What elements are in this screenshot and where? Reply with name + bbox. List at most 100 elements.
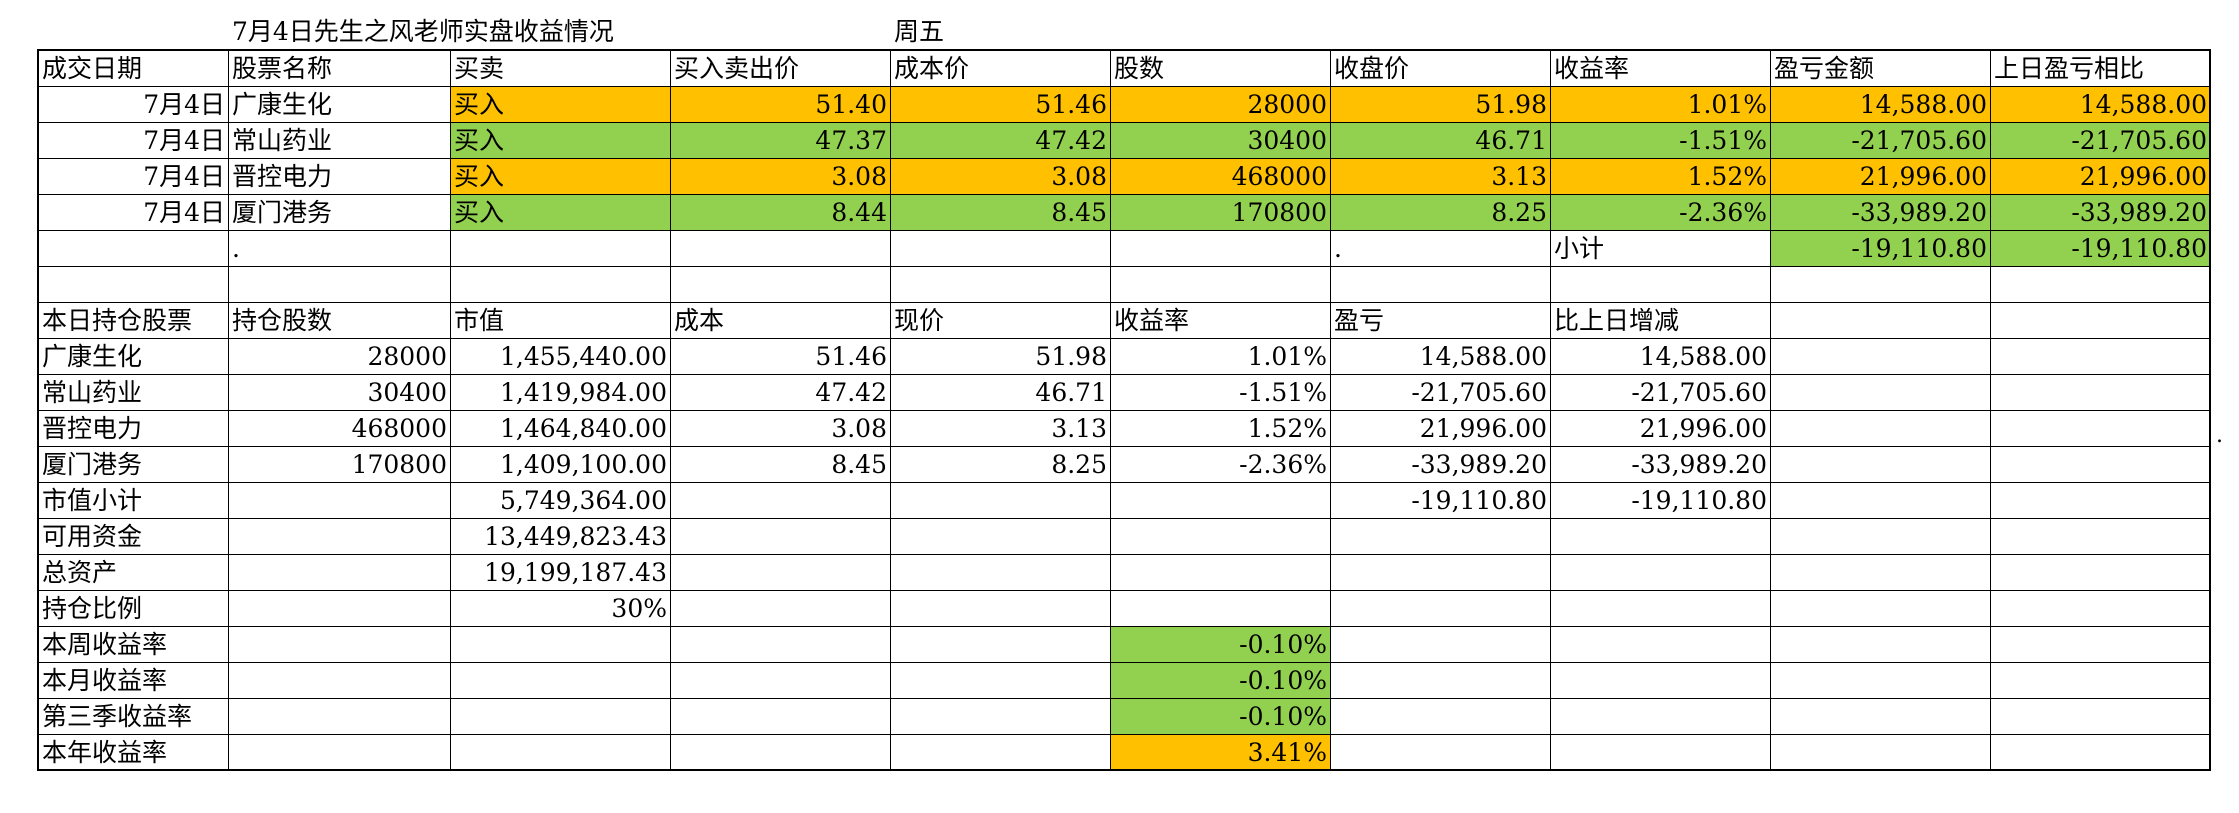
stray-dot[interactable]: . xyxy=(232,234,240,263)
trade-return[interactable]: 1.01% xyxy=(1687,90,1767,119)
holding-value[interactable]: 1,419,984.00 xyxy=(500,378,667,407)
subtotal-label[interactable]: 小计 xyxy=(1554,234,1605,263)
trade-price[interactable]: 8.44 xyxy=(831,198,887,227)
trade-return[interactable]: -2.36% xyxy=(1679,198,1767,227)
trade-stock-name[interactable]: 常山药业 xyxy=(232,126,333,155)
holdings-header-cell[interactable]: 比上日增减 xyxy=(1554,306,1680,335)
holding-name[interactable]: 晋控电力 xyxy=(42,414,143,443)
trades-header-cell[interactable]: 盈亏金额 xyxy=(1774,54,1875,83)
trade-shares[interactable]: 170800 xyxy=(1231,198,1327,227)
trade-cost[interactable]: 3.08 xyxy=(1051,162,1107,191)
trade-return[interactable]: -1.51% xyxy=(1679,126,1767,155)
trade-pnl[interactable]: -33,989.20 xyxy=(1851,198,1987,227)
trade-cost[interactable]: 51.46 xyxy=(1035,90,1107,119)
return-period-label[interactable]: 本月收益率 xyxy=(42,666,168,695)
trade-date[interactable]: 7月4日 xyxy=(143,198,225,227)
cash-label[interactable]: 可用资金 xyxy=(42,522,143,551)
trade-stock-name[interactable]: 厦门港务 xyxy=(232,198,333,227)
subtotal-vs-prev[interactable]: -19,110.80 xyxy=(2071,234,2207,263)
holding-change[interactable]: -21,705.60 xyxy=(1631,378,1767,407)
trade-stock-name[interactable]: 晋控电力 xyxy=(232,162,333,191)
trade-close[interactable]: 46.71 xyxy=(1475,126,1547,155)
trades-header-cell[interactable]: 上日盈亏相比 xyxy=(1994,54,2145,83)
holding-name[interactable]: 广康生化 xyxy=(42,342,143,371)
trade-pnl[interactable]: 14,588.00 xyxy=(1859,90,1987,119)
trade-date[interactable]: 7月4日 xyxy=(143,90,225,119)
pnl-total[interactable]: -19,110.80 xyxy=(1411,486,1547,515)
trade-cost[interactable]: 8.45 xyxy=(1051,198,1107,227)
return-period-label[interactable]: 第三季收益率 xyxy=(42,702,193,731)
holding-name[interactable]: 常山药业 xyxy=(42,378,143,407)
holding-cost[interactable]: 3.08 xyxy=(831,414,887,443)
holdings-header-cell[interactable]: 市值 xyxy=(454,306,505,335)
ratio-label[interactable]: 持仓比例 xyxy=(42,594,143,623)
holding-price[interactable]: 46.71 xyxy=(1035,378,1107,407)
holdings-header-cell[interactable]: 盈亏 xyxy=(1334,306,1385,335)
market-value-label[interactable]: 市值小计 xyxy=(42,486,143,515)
holdings-header-cell[interactable]: 本日持仓股票 xyxy=(42,306,193,335)
trade-price[interactable]: 3.08 xyxy=(831,162,887,191)
trade-cost[interactable]: 47.42 xyxy=(1035,126,1107,155)
trades-header-cell[interactable]: 买卖 xyxy=(454,54,505,83)
subtotal-pnl[interactable]: -19,110.80 xyxy=(1851,234,1987,263)
holding-return[interactable]: -1.51% xyxy=(1239,378,1327,407)
trade-vs-prev[interactable]: -33,989.20 xyxy=(2071,198,2207,227)
trade-stock-name[interactable]: 广康生化 xyxy=(232,90,333,119)
holding-return[interactable]: -2.36% xyxy=(1239,450,1327,479)
holding-shares[interactable]: 30400 xyxy=(367,378,447,407)
trades-header-cell[interactable]: 收益率 xyxy=(1554,54,1630,83)
holding-return[interactable]: 1.01% xyxy=(1247,342,1327,371)
trade-vs-prev[interactable]: -21,705.60 xyxy=(2071,126,2207,155)
trade-price[interactable]: 47.37 xyxy=(815,126,887,155)
holding-value[interactable]: 1,455,440.00 xyxy=(500,342,667,371)
return-period-label[interactable]: 本周收益率 xyxy=(42,630,168,659)
assets-label[interactable]: 总资产 xyxy=(42,558,118,587)
trade-vs-prev[interactable]: 21,996.00 xyxy=(2079,162,2207,191)
holdings-header-cell[interactable]: 持仓股数 xyxy=(232,306,333,335)
return-period-value[interactable]: -0.10% xyxy=(1239,702,1327,731)
return-period-value[interactable]: -0.10% xyxy=(1239,666,1327,695)
trade-shares[interactable]: 30400 xyxy=(1247,126,1327,155)
trade-shares[interactable]: 28000 xyxy=(1247,90,1327,119)
trade-close[interactable]: 3.13 xyxy=(1491,162,1547,191)
trades-header-cell[interactable]: 买入卖出价 xyxy=(674,54,800,83)
holdings-header-cell[interactable]: 收益率 xyxy=(1114,306,1190,335)
trade-date[interactable]: 7月4日 xyxy=(143,126,225,155)
trade-date[interactable]: 7月4日 xyxy=(143,162,225,191)
holding-pnl[interactable]: -33,989.20 xyxy=(1411,450,1547,479)
trades-header-cell[interactable]: 成本价 xyxy=(894,54,970,83)
holding-pnl[interactable]: 21,996.00 xyxy=(1419,414,1547,443)
holding-change[interactable]: 14,588.00 xyxy=(1639,342,1767,371)
holding-pnl[interactable]: 14,588.00 xyxy=(1419,342,1547,371)
trade-action[interactable]: 买入 xyxy=(454,90,505,119)
holding-shares[interactable]: 468000 xyxy=(351,414,447,443)
trades-header-cell[interactable]: 股票名称 xyxy=(232,54,333,83)
ratio-value[interactable]: 30% xyxy=(611,594,667,623)
trade-close[interactable]: 8.25 xyxy=(1491,198,1547,227)
stray-dot[interactable]: . xyxy=(1334,234,1342,263)
holding-price[interactable]: 8.25 xyxy=(1051,450,1107,479)
trade-vs-prev[interactable]: 14,588.00 xyxy=(2079,90,2207,119)
holding-cost[interactable]: 51.46 xyxy=(815,342,887,371)
holdings-header-cell[interactable]: 成本 xyxy=(674,306,725,335)
holding-change[interactable]: 21,996.00 xyxy=(1639,414,1767,443)
trade-action[interactable]: 买入 xyxy=(454,198,505,227)
trades-header-cell[interactable]: 成交日期 xyxy=(42,54,143,83)
return-period-label[interactable]: 本年收益率 xyxy=(42,738,168,767)
trade-shares[interactable]: 468000 xyxy=(1231,162,1327,191)
holding-shares[interactable]: 28000 xyxy=(367,342,447,371)
trades-header-cell[interactable]: 收盘价 xyxy=(1334,54,1410,83)
holding-cost[interactable]: 47.42 xyxy=(815,378,887,407)
trade-action[interactable]: 买入 xyxy=(454,162,505,191)
trade-price[interactable]: 51.40 xyxy=(815,90,887,119)
holding-price[interactable]: 3.13 xyxy=(1051,414,1107,443)
trade-return[interactable]: 1.52% xyxy=(1687,162,1767,191)
holding-value[interactable]: 1,464,840.00 xyxy=(500,414,667,443)
holding-pnl[interactable]: -21,705.60 xyxy=(1411,378,1547,407)
change-total[interactable]: -19,110.80 xyxy=(1631,486,1767,515)
return-period-value[interactable]: 3.41% xyxy=(1247,738,1327,767)
return-period-value[interactable]: -0.10% xyxy=(1239,630,1327,659)
holding-change[interactable]: -33,989.20 xyxy=(1631,450,1767,479)
assets-value[interactable]: 19,199,187.43 xyxy=(484,558,667,587)
holding-price[interactable]: 51.98 xyxy=(1035,342,1107,371)
